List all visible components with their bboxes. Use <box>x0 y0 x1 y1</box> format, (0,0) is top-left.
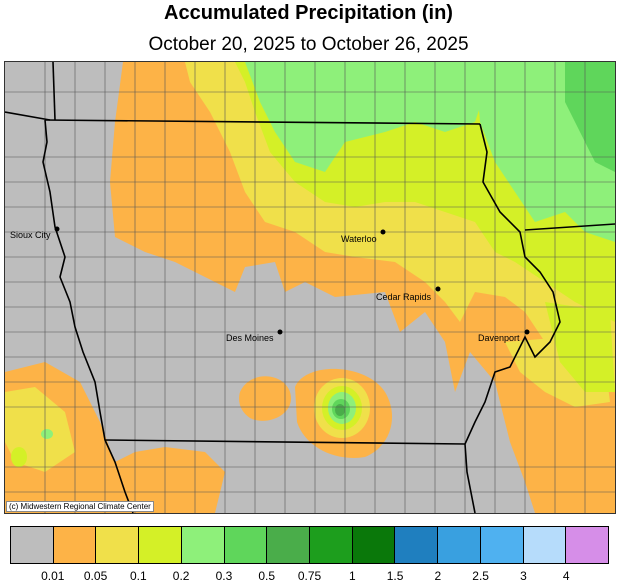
legend-tick-label: 4 <box>562 569 570 583</box>
legend-tick-label: 0.05 <box>83 569 108 583</box>
legend-tick-label: 0.3 <box>215 569 233 583</box>
legend-swatch <box>181 527 225 563</box>
legend-swatch <box>11 527 54 563</box>
legend-tick-label: 0.75 <box>297 569 322 583</box>
legend-tick-label: 2.5 <box>472 569 489 583</box>
city-davenport: Davenport <box>478 329 530 343</box>
svg-text:Waterloo: Waterloo <box>341 234 377 244</box>
legend-tick-label: 1.5 <box>386 569 404 583</box>
svg-text:Davenport: Davenport <box>478 333 520 343</box>
dakota-border-north <box>52 62 56 121</box>
legend-swatch <box>224 527 268 563</box>
legend-swatch <box>566 527 609 563</box>
legend-tick-label: 0.2 <box>172 569 190 583</box>
map-title: Accumulated Precipitation (in) <box>164 2 453 24</box>
sd-ne-border <box>5 111 51 121</box>
city-sioux-city: Sioux City <box>10 226 60 240</box>
mn-ia-border <box>44 119 481 125</box>
legend-tick-label: 0.1 <box>130 569 147 583</box>
legend-swatch <box>438 527 481 563</box>
svg-text:Des Moines: Des Moines <box>226 333 274 343</box>
iowa-south-border <box>104 439 466 445</box>
precip-zone-green <box>565 62 615 172</box>
county-grid <box>5 62 615 513</box>
credit-label: (c) Midwestern Regional Climate Center <box>6 501 154 512</box>
legend-swatch <box>139 527 182 563</box>
legend-swatch <box>53 527 97 563</box>
precip-zone-orange-sw <box>5 362 225 513</box>
storm-cell-darkgreen <box>335 404 345 416</box>
legend-tick-label: 0.5 <box>258 569 276 583</box>
legend-swatch <box>480 527 524 563</box>
legend-swatch <box>310 527 353 563</box>
precip-blob-sw2 <box>11 447 27 467</box>
precip-blob-sw <box>41 429 53 439</box>
city-cedar-rapids: Cedar Rapids <box>376 286 441 302</box>
legend-labels: 0.01 0.05 0.1 0.2 0.3 0.5 0.75 1 1.5 2 2.5 3 4 <box>0 569 617 585</box>
state-borders <box>5 62 615 513</box>
legend-tick-label: 1 <box>348 569 356 583</box>
city-des-moines: Des Moines <box>226 329 283 343</box>
map-subtitle: October 20, 2025 to October 26, 2025 <box>148 34 469 55</box>
legend-tick-label: 3 <box>520 569 527 583</box>
precip-zone-lime-east <box>545 302 615 392</box>
legend-tick-label: 0.01 <box>41 569 65 583</box>
legend-tick-label: 2 <box>434 569 442 583</box>
city-waterloo: Waterloo <box>341 229 386 244</box>
legend-swatch <box>523 527 567 563</box>
svg-text:Sioux City: Sioux City <box>10 230 51 240</box>
wi-il-border <box>524 223 615 231</box>
legend-swatch <box>395 527 439 563</box>
precip-zone-orange-central <box>239 376 292 421</box>
svg-text:Cedar Rapids: Cedar Rapids <box>376 292 432 302</box>
map-canvas: Sioux City Waterloo Cedar Rapids Des Moi… <box>5 62 615 513</box>
mississippi-river-border <box>464 123 561 513</box>
precip-zone-lightgreen <box>245 62 485 172</box>
legend-swatch <box>96 527 140 563</box>
legend-swatch <box>267 527 311 563</box>
legend-swatch <box>352 527 396 563</box>
color-legend <box>10 526 609 564</box>
precipitation-map: Sioux City Waterloo Cedar Rapids Des Moi… <box>4 61 616 514</box>
missouri-river-border <box>42 119 134 513</box>
